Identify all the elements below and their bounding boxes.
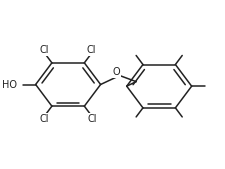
Text: Cl: Cl [88, 114, 97, 124]
Text: Cl: Cl [40, 45, 50, 55]
Text: Cl: Cl [40, 114, 50, 124]
Text: Cl: Cl [87, 45, 96, 55]
Text: O: O [112, 67, 120, 77]
Text: HO: HO [2, 79, 17, 90]
